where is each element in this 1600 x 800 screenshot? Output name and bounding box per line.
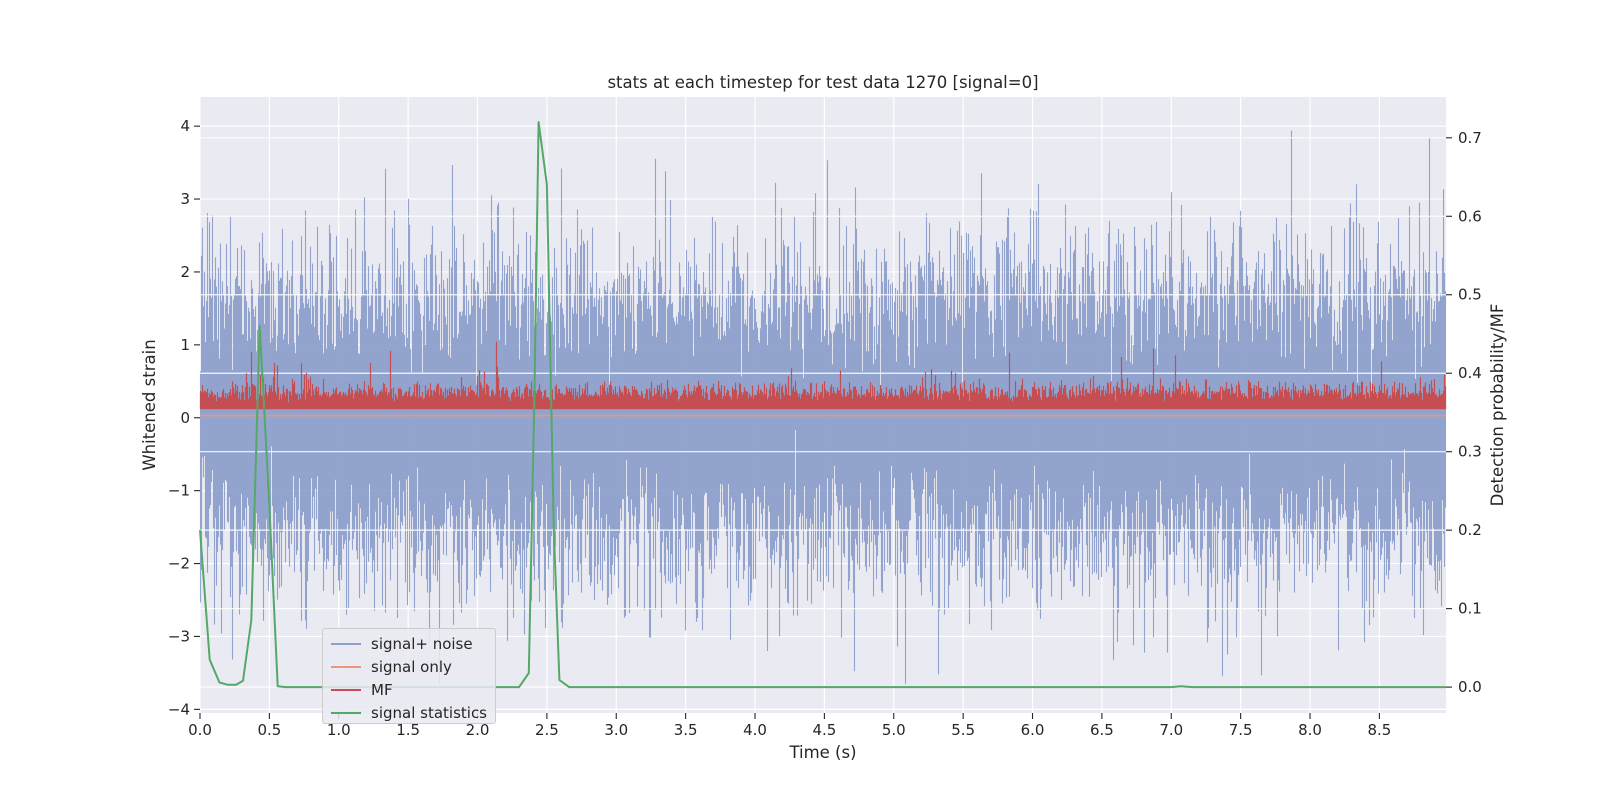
y-tick-label-left: −4 (168, 700, 190, 718)
legend-swatch-mf (331, 688, 361, 691)
y-tick-label-left: 1 (180, 336, 190, 354)
chart-title: stats at each timestep for test data 127… (607, 73, 1038, 92)
legend: signal+ noise signal only MF signal stat… (322, 628, 496, 724)
y-tick-label-right: 0.0 (1458, 678, 1482, 696)
y-tick-label-right: 0.6 (1458, 207, 1482, 225)
x-tick-label: 7.5 (1229, 721, 1253, 739)
x-tick-label: 0.0 (188, 721, 212, 739)
legend-swatch-signal-only (331, 665, 361, 668)
y-tick-label-left: 0 (180, 409, 190, 427)
y-tick-label-right: 0.7 (1458, 129, 1482, 147)
y-tick-label-left: −2 (168, 555, 190, 573)
legend-item-signal-noise: signal+ noise (323, 632, 495, 655)
x-tick-label: 4.0 (743, 721, 767, 739)
x-tick-label: 0.5 (257, 721, 281, 739)
legend-label: signal statistics (371, 703, 488, 722)
legend-label: signal+ noise (371, 634, 473, 653)
series-signal-statistics-line (199, 121, 1446, 689)
axes: 0.0 0.5 1.0 1.5 2.0 2.5 3.0 3.5 4.0 4.5 5.0 5.5 6.0 6… (168, 117, 1482, 739)
y-tick-label-left: −3 (168, 627, 190, 645)
x-tick-label: 7.0 (1159, 721, 1183, 739)
y-tick-label-left: 4 (180, 117, 190, 135)
legend-label: signal only (371, 657, 452, 676)
series-mf-line (199, 341, 1447, 410)
x-tick-label: 6.0 (1021, 721, 1045, 739)
x-tick-label: 3.0 (604, 721, 628, 739)
y-tick-label-right: 0.4 (1458, 364, 1482, 382)
y-axis-label-right: Detection probability/MF (1488, 304, 1507, 507)
legend-item-signal-statistics: signal statistics (323, 701, 495, 724)
legend-swatch-signal-noise (331, 642, 361, 645)
x-tick-label: 2.0 (466, 721, 490, 739)
x-tick-label: 1.0 (327, 721, 351, 739)
legend-swatch-signal-statistics (331, 711, 361, 714)
y-tick-label-right: 0.1 (1458, 600, 1482, 618)
x-tick-label: 8.5 (1367, 721, 1391, 739)
legend-item-mf: MF (323, 678, 495, 701)
series-layer (199, 121, 1447, 689)
x-tick-label: 2.5 (535, 721, 559, 739)
y-tick-label-left: 3 (180, 190, 190, 208)
y-tick-label-right: 0.2 (1458, 521, 1482, 539)
x-tick-label: 5.5 (951, 721, 975, 739)
y-tick-label-left: −1 (168, 482, 190, 500)
x-tick-label: 1.5 (396, 721, 420, 739)
x-axis-label: Time (s) (788, 743, 856, 762)
x-tick-label: 6.5 (1090, 721, 1114, 739)
legend-label: MF (371, 680, 393, 699)
x-tick-label: 3.5 (674, 721, 698, 739)
legend-item-signal-only: signal only (323, 655, 495, 678)
y-axis-label-left: Whitened strain (140, 339, 159, 470)
x-tick-label: 4.5 (812, 721, 836, 739)
y-tick-label-right: 0.5 (1458, 286, 1482, 304)
y-tick-label-left: 2 (180, 263, 190, 281)
x-tick-label: 5.0 (882, 721, 906, 739)
x-tick-label: 8.0 (1298, 721, 1322, 739)
y-tick-label-right: 0.3 (1458, 443, 1482, 461)
